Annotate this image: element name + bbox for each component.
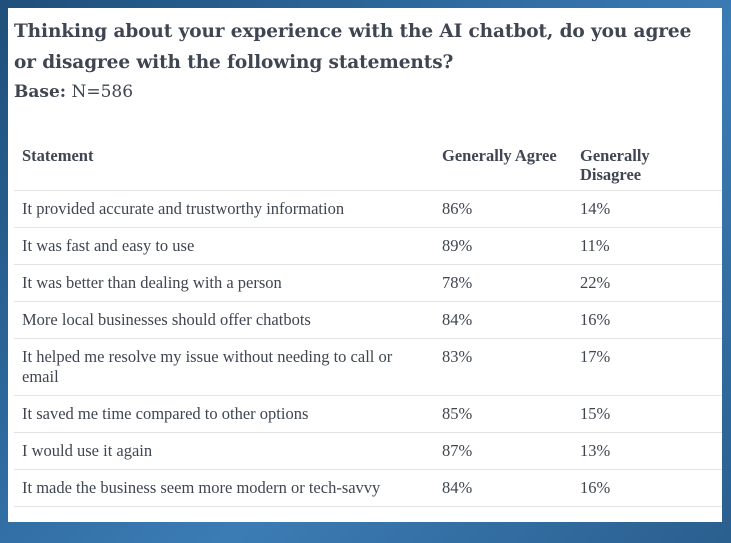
table-row: More local businesses should offer chatb… [14, 301, 722, 339]
disagree-cell: 16% [572, 469, 722, 507]
agree-cell: 78% [434, 264, 572, 302]
results-table: Statement Generally Agree Generally Disa… [14, 132, 722, 507]
disagree-cell: 11% [572, 227, 722, 265]
base-label: Base: [14, 82, 67, 102]
statement-cell: More local businesses should offer chatb… [14, 301, 434, 339]
disagree-cell: 13% [572, 432, 722, 470]
table-row: It provided accurate and trustworthy inf… [14, 190, 722, 228]
survey-card: Thinking about your experience with the … [8, 8, 722, 522]
table-row: It was fast and easy to use 89% 11% [14, 227, 722, 265]
header-agree: Generally Agree [434, 132, 572, 191]
base-line: Base: N=586 [14, 80, 716, 104]
disagree-cell: 17% [572, 338, 722, 396]
agree-cell: 86% [434, 190, 572, 228]
survey-question: Thinking about your experience with the … [14, 21, 692, 73]
disagree-cell: 14% [572, 190, 722, 228]
disagree-cell: 22% [572, 264, 722, 302]
disagree-cell: 16% [572, 301, 722, 339]
table-row: It helped me resolve my issue without ne… [14, 338, 722, 396]
statement-cell: It helped me resolve my issue without ne… [14, 338, 434, 396]
base-value: N=586 [66, 82, 134, 102]
statement-cell: It was better than dealing with a person [14, 264, 434, 302]
statement-cell: I would use it again [14, 432, 434, 470]
header-statement: Statement [14, 132, 434, 191]
agree-cell: 87% [434, 432, 572, 470]
header-disagree: Generally Disagree [572, 132, 722, 191]
agree-cell: 89% [434, 227, 572, 265]
agree-cell: 84% [434, 469, 572, 507]
statement-cell: It was fast and easy to use [14, 227, 434, 265]
statement-cell: It provided accurate and trustworthy inf… [14, 190, 434, 228]
table-row: It was better than dealing with a person… [14, 264, 722, 302]
agree-cell: 83% [434, 338, 572, 396]
statement-cell: It made the business seem more modern or… [14, 469, 434, 507]
agree-cell: 85% [434, 395, 572, 433]
agree-cell: 84% [434, 301, 572, 339]
table-row: It made the business seem more modern or… [14, 469, 722, 507]
table-row: It saved me time compared to other optio… [14, 395, 722, 433]
table-row: I would use it again 87% 13% [14, 432, 722, 470]
table-header-row: Statement Generally Agree Generally Disa… [14, 132, 722, 191]
statement-cell: It saved me time compared to other optio… [14, 395, 434, 433]
disagree-cell: 15% [572, 395, 722, 433]
